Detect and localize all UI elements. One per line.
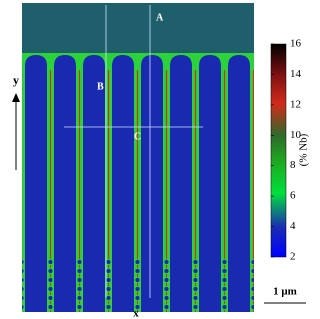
colorbar bbox=[270, 43, 287, 258]
droplet bbox=[134, 258, 141, 266]
droplet bbox=[134, 285, 141, 293]
colorbar-tick-label: 4 bbox=[290, 220, 296, 232]
label-a: A bbox=[156, 12, 164, 23]
droplet bbox=[105, 276, 112, 284]
droplet bbox=[163, 258, 170, 266]
dendrite bbox=[228, 55, 250, 312]
droplet bbox=[250, 258, 254, 266]
droplet bbox=[47, 258, 54, 266]
droplet bbox=[221, 285, 228, 293]
droplet bbox=[76, 276, 83, 284]
droplet bbox=[280, 259, 285, 264]
droplet bbox=[105, 303, 112, 311]
label-c: C bbox=[134, 131, 141, 142]
droplet bbox=[105, 285, 112, 293]
droplet bbox=[22, 303, 25, 311]
dendrite bbox=[199, 55, 221, 312]
droplet bbox=[250, 303, 254, 311]
droplet bbox=[134, 276, 141, 284]
droplet bbox=[134, 294, 141, 302]
droplet bbox=[76, 267, 83, 275]
droplet bbox=[163, 276, 170, 284]
droplet bbox=[47, 276, 54, 284]
droplet bbox=[163, 303, 170, 311]
droplet bbox=[22, 294, 25, 302]
dendrite bbox=[170, 55, 192, 312]
droplet bbox=[47, 294, 54, 302]
droplet bbox=[250, 285, 254, 293]
dendrite bbox=[141, 55, 163, 312]
droplet bbox=[22, 267, 25, 275]
y-label: y bbox=[13, 73, 19, 87]
colorbar-tick-label: 8 bbox=[290, 159, 296, 171]
colorbar-tick-label: 6 bbox=[290, 190, 296, 202]
droplet bbox=[105, 258, 112, 266]
y-arrow-head bbox=[12, 93, 20, 102]
label-b: B bbox=[97, 81, 104, 92]
dendrite bbox=[25, 55, 47, 312]
droplet bbox=[192, 303, 199, 311]
dendrite bbox=[83, 55, 105, 312]
droplet bbox=[47, 285, 54, 293]
droplet bbox=[22, 258, 25, 266]
droplet bbox=[192, 258, 199, 266]
droplet bbox=[280, 304, 285, 309]
droplet bbox=[192, 294, 199, 302]
droplet bbox=[221, 258, 228, 266]
droplet bbox=[163, 267, 170, 275]
dendrite bbox=[54, 55, 76, 312]
colorbar-tick-label: 14 bbox=[290, 68, 302, 80]
colorbar-tick-label: 16 bbox=[290, 38, 302, 50]
droplet bbox=[250, 267, 254, 275]
droplet bbox=[76, 303, 83, 311]
droplet bbox=[22, 276, 25, 284]
droplet bbox=[221, 267, 228, 275]
colorbar-tick-label: 12 bbox=[290, 98, 301, 110]
droplet bbox=[134, 303, 141, 311]
droplet bbox=[105, 267, 112, 275]
droplet bbox=[221, 294, 228, 302]
droplet bbox=[221, 303, 228, 311]
droplet bbox=[76, 258, 83, 266]
droplet bbox=[192, 276, 199, 284]
x-label: x bbox=[133, 308, 139, 319]
droplet bbox=[280, 277, 285, 282]
droplet bbox=[163, 285, 170, 293]
dendrite bbox=[0, 55, 18, 312]
droplet bbox=[76, 294, 83, 302]
droplet bbox=[134, 267, 141, 275]
scale-bar-label: 1 μm bbox=[273, 286, 297, 298]
simulation-field bbox=[0, 3, 285, 312]
droplet bbox=[22, 285, 25, 293]
droplet bbox=[192, 267, 199, 275]
droplet bbox=[105, 294, 112, 302]
droplet bbox=[250, 276, 254, 284]
droplet bbox=[76, 285, 83, 293]
dendrite bbox=[112, 55, 134, 312]
droplet bbox=[192, 285, 199, 293]
droplet bbox=[250, 294, 254, 302]
colorbar-tick-label: 10 bbox=[290, 129, 302, 141]
droplet bbox=[280, 268, 285, 273]
colorbar-label: (% Nb) bbox=[298, 133, 310, 166]
colorbar-tick-label: 2 bbox=[290, 251, 296, 263]
droplet bbox=[47, 303, 54, 311]
droplet bbox=[163, 294, 170, 302]
droplet bbox=[221, 276, 228, 284]
droplet bbox=[47, 267, 54, 275]
